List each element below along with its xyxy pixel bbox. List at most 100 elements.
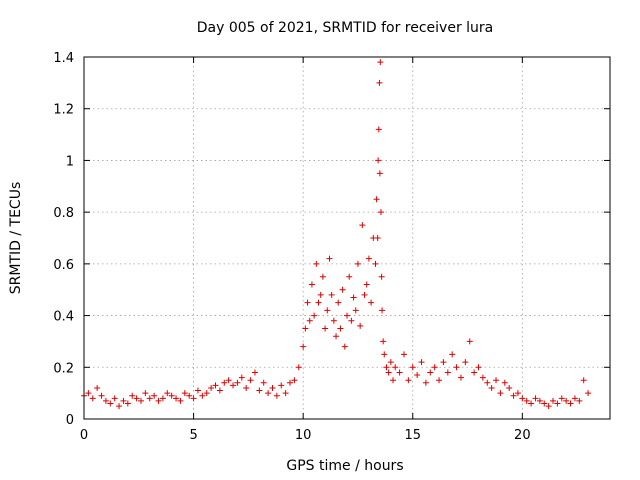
data-point <box>554 400 561 407</box>
data-point <box>278 382 285 389</box>
data-point <box>311 312 318 319</box>
data-point <box>571 395 578 402</box>
y-tick-label: 0.2 <box>53 361 74 376</box>
x-tick-label: 15 <box>404 428 421 443</box>
data-point <box>120 397 127 404</box>
data-point <box>339 286 346 293</box>
grid-lines <box>84 57 610 419</box>
data-point <box>300 343 307 350</box>
data-point <box>373 196 380 203</box>
data-point <box>315 299 322 306</box>
data-point <box>146 395 153 402</box>
data-point <box>111 395 118 402</box>
data-point <box>385 369 392 376</box>
data-point <box>164 390 171 397</box>
data-point <box>387 359 394 366</box>
data-point <box>348 317 355 324</box>
data-point <box>260 379 267 386</box>
data-point <box>475 364 482 371</box>
data-point <box>372 260 379 267</box>
data-point <box>379 307 386 314</box>
data-point <box>357 322 364 329</box>
data-point <box>221 379 228 386</box>
data-point <box>208 384 215 391</box>
data-point <box>377 59 384 66</box>
data-point <box>333 333 340 340</box>
data-point <box>375 126 382 133</box>
y-axis-label: SRMTID / TECUs <box>8 182 24 295</box>
data-point <box>282 390 289 397</box>
y-tick-label: 1.4 <box>53 51 74 66</box>
axis-ticks: 0 5 10 15 20 0 0.2 0.4 0.6 0.8 1 1.2 1.4 <box>53 51 610 443</box>
y-tick-label: 0.6 <box>53 258 74 273</box>
data-point <box>506 384 513 391</box>
data-point <box>390 377 397 384</box>
data-point <box>361 291 368 298</box>
data-point <box>107 400 114 407</box>
data-point <box>269 384 276 391</box>
data-point <box>291 377 298 384</box>
x-tick-label: 20 <box>514 428 531 443</box>
data-point <box>392 364 399 371</box>
y-tick-label: 0 <box>66 413 74 428</box>
data-point <box>400 351 407 358</box>
data-point <box>216 387 223 394</box>
data-point <box>234 379 241 386</box>
data-point <box>532 395 539 402</box>
data-point <box>273 392 280 399</box>
data-point <box>436 377 443 384</box>
data-point <box>585 390 592 397</box>
data-point <box>155 397 162 404</box>
data-point <box>550 397 557 404</box>
data-point <box>287 379 294 386</box>
data-point <box>238 374 245 381</box>
data-point <box>350 294 357 301</box>
data-point <box>94 384 101 391</box>
data-point <box>558 395 565 402</box>
data-point <box>497 390 504 397</box>
data-point <box>98 392 105 399</box>
plot-frame <box>83 56 611 420</box>
data-points <box>81 59 592 410</box>
data-point <box>203 390 210 397</box>
data-point <box>528 400 535 407</box>
y-tick-label: 1 <box>66 154 74 169</box>
data-point <box>317 291 324 298</box>
data-point <box>173 395 180 402</box>
data-point <box>319 273 326 280</box>
y-tick-label: 0.4 <box>53 310 74 325</box>
data-point <box>422 379 429 386</box>
data-point <box>431 364 438 371</box>
data-point <box>324 307 331 314</box>
data-point <box>194 387 201 394</box>
data-point <box>304 299 311 306</box>
data-point <box>377 209 384 216</box>
chart-title: Day 005 of 2021, SRMTID for receiver lur… <box>197 20 494 36</box>
data-point <box>352 307 359 314</box>
data-point <box>341 343 348 350</box>
data-point <box>457 374 464 381</box>
data-point <box>308 281 315 288</box>
data-point <box>89 395 96 402</box>
data-point <box>471 369 478 376</box>
x-tick-label: 0 <box>80 428 88 443</box>
data-point <box>444 369 451 376</box>
data-point <box>563 397 570 404</box>
y-tick-label: 1.2 <box>53 103 74 118</box>
data-point <box>363 281 370 288</box>
data-point <box>536 397 543 404</box>
data-point <box>545 403 552 410</box>
data-point <box>295 364 302 371</box>
data-point <box>133 395 140 402</box>
data-point <box>116 403 123 410</box>
data-point <box>328 291 335 298</box>
data-point <box>243 384 250 391</box>
data-point <box>186 392 193 399</box>
data-point <box>409 364 416 371</box>
data-point <box>427 369 434 376</box>
data-point <box>344 312 350 319</box>
data-point <box>414 372 421 379</box>
x-tick-label: 10 <box>295 428 312 443</box>
data-point <box>418 359 425 366</box>
